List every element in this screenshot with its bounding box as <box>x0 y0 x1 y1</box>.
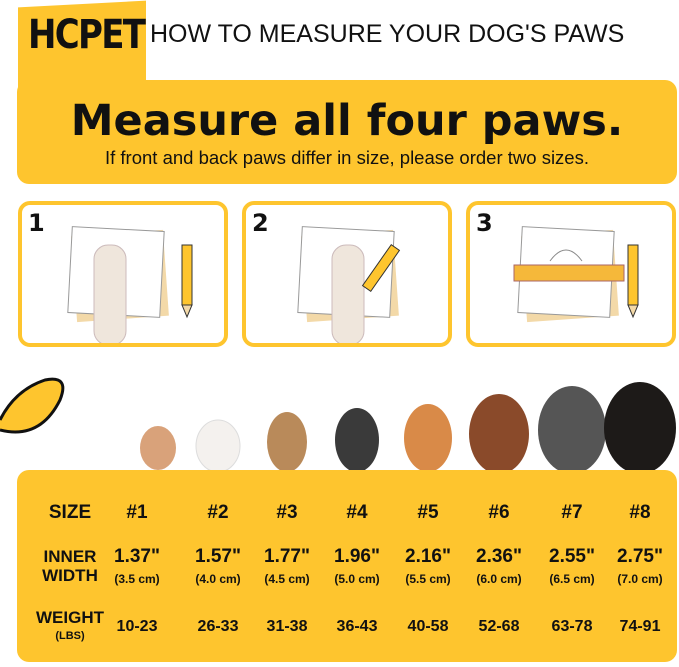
size-number: #8 <box>629 502 651 523</box>
instruction-banner: Measure all four paws. If front and back… <box>17 80 677 184</box>
inner-width-cm: (3.5 cm) <box>114 572 160 586</box>
dog-breeds-illustration <box>0 377 676 472</box>
trace-paw-pencil-icon <box>297 226 401 343</box>
weight-range: 36-43 <box>336 618 378 635</box>
banner-headline: Measure all four paws. <box>70 96 624 146</box>
inner-width-inches: 1.77" <box>264 546 310 567</box>
weight-range: 63-78 <box>551 618 593 635</box>
inner-width-cm: (6.5 cm) <box>549 572 595 586</box>
weight-unit: (LBS) <box>55 630 85 642</box>
inner-width-cm: (5.5 cm) <box>405 572 451 586</box>
inner-width-cm: (5.0 cm) <box>334 572 380 586</box>
weight-row-label: WEIGHT (LBS) <box>36 608 104 646</box>
weight-range: 74-91 <box>619 618 661 635</box>
inner-width-inches: 2.36" <box>476 546 522 567</box>
inner-width-cm: (6.0 cm) <box>476 572 522 586</box>
size-chart: SIZE INNER WIDTH WEIGHT (LBS) #1 1.37" (3.… <box>17 470 677 662</box>
width-label-line-2: WIDTH <box>42 566 98 585</box>
size-number: #3 <box>276 502 298 523</box>
step-1: 1 <box>18 201 228 347</box>
step-3: 3 <box>466 201 676 347</box>
inner-width-inches: 2.16" <box>405 546 451 567</box>
inner-width-cm: (7.0 cm) <box>617 572 663 586</box>
ruler-measure-icon <box>513 226 639 323</box>
weight-range: 52-68 <box>478 618 520 635</box>
banner-subtext: If front and back paws differ in size, p… <box>105 147 589 168</box>
size-row-label: SIZE <box>48 502 92 523</box>
size-number: #4 <box>346 502 368 523</box>
dog-icons <box>140 382 676 472</box>
step-number: 1 <box>28 209 45 237</box>
size-number: #2 <box>207 502 229 523</box>
inner-width-inches: 1.57" <box>195 546 241 567</box>
page-title: HOW TO MEASURE YOUR DOG'S PAWS <box>150 20 625 48</box>
decorative-swoosh <box>0 377 65 434</box>
size-number: #5 <box>417 502 439 523</box>
inner-width-cm: (4.0 cm) <box>195 572 241 586</box>
paw-on-paper-icon <box>67 226 193 343</box>
inner-width-inches: 1.96" <box>334 546 380 567</box>
inner-width-inches: 2.75" <box>617 546 663 567</box>
size-number: #7 <box>561 502 583 523</box>
inner-width-inches: 2.55" <box>549 546 595 567</box>
weight-range: 10-23 <box>116 618 158 635</box>
size-number: #1 <box>126 502 148 523</box>
step-number: 2 <box>252 209 269 237</box>
size-number: #6 <box>488 502 510 523</box>
brand-logo: HCPET <box>28 12 146 58</box>
weight-label: WEIGHT <box>36 608 104 627</box>
inner-width-inches: 1.37" <box>114 546 160 567</box>
weight-range: 31-38 <box>266 618 308 635</box>
weight-range: 40-58 <box>407 618 449 635</box>
width-row-label: INNER WIDTH <box>42 547 98 585</box>
inner-width-cm: (4.5 cm) <box>264 572 310 586</box>
width-label-line-1: INNER <box>43 547 97 566</box>
step-number: 3 <box>476 209 493 237</box>
weight-range: 26-33 <box>197 618 239 635</box>
step-2: 2 <box>242 201 452 347</box>
